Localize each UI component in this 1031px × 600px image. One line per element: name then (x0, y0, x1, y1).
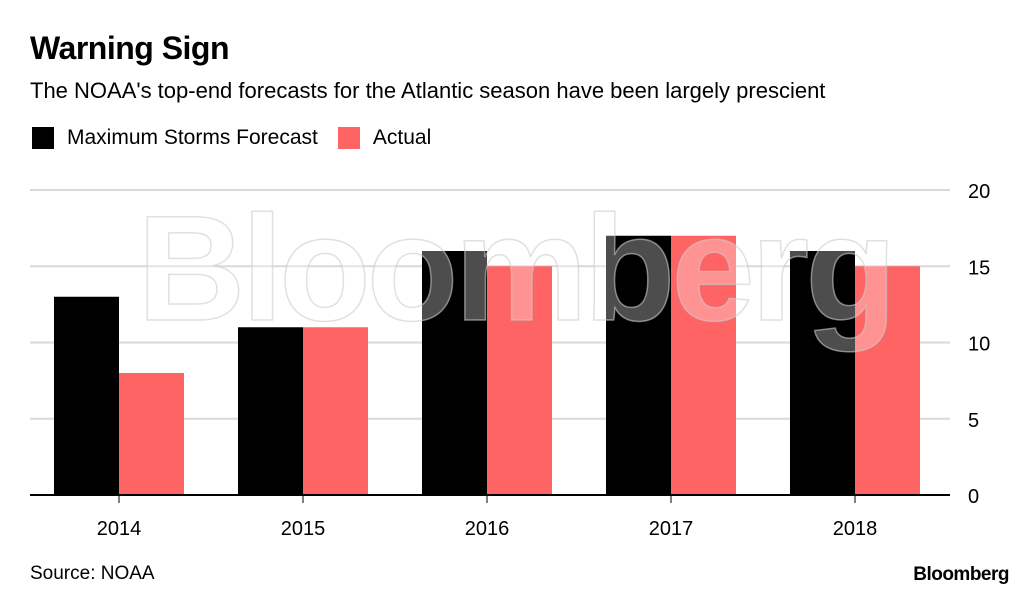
chart-subtitle: The NOAA's top-end forecasts for the Atl… (30, 78, 826, 103)
axes: 0 5 10 15 20 2014 2015 2016 2017 2018 (30, 181, 990, 540)
watermark: Bloomberg (137, 184, 893, 352)
x-tick-label: 2016 (465, 518, 510, 540)
bar-actual-2014 (119, 373, 184, 495)
legend: Maximum Storms Forecast Actual (32, 126, 451, 150)
legend-swatch-forecast (32, 127, 54, 149)
legend-label-forecast: Maximum Storms Forecast (67, 126, 318, 149)
bar-forecast-2018 (790, 251, 855, 495)
x-tick-label: 2018 (833, 518, 878, 540)
y-tick-label: 15 (968, 257, 990, 279)
legend-swatch-actual (337, 127, 360, 149)
legend-item-forecast: Maximum Storms Forecast (32, 126, 318, 150)
bars (54, 235, 920, 495)
legend-item-actual: Actual (337, 126, 432, 150)
source-note: Source: NOAA (30, 563, 155, 584)
bar-forecast-2014 (54, 296, 119, 495)
bar-actual-2017 (671, 235, 736, 495)
x-tick-label: 2014 (97, 518, 142, 540)
bar-forecast-2015 (238, 327, 303, 495)
bar-forecast-2017 (606, 235, 671, 495)
x-tick-label: 2017 (649, 518, 694, 540)
chart-title: Warning Sign (30, 30, 230, 66)
bar-actual-2015 (303, 327, 368, 495)
bloomberg-logo: Bloomberg (913, 564, 1009, 585)
y-tick-label: 10 (968, 334, 990, 356)
bar-forecast-2016 (422, 251, 487, 495)
bar-actual-2016 (487, 266, 552, 495)
legend-label-actual: Actual (372, 126, 432, 149)
y-tick-label: 0 (968, 486, 979, 508)
bar-actual-2018 (855, 266, 920, 495)
y-tick-label: 20 (968, 181, 990, 203)
x-tick-label: 2015 (281, 518, 326, 540)
y-tick-label: 5 (968, 410, 979, 432)
